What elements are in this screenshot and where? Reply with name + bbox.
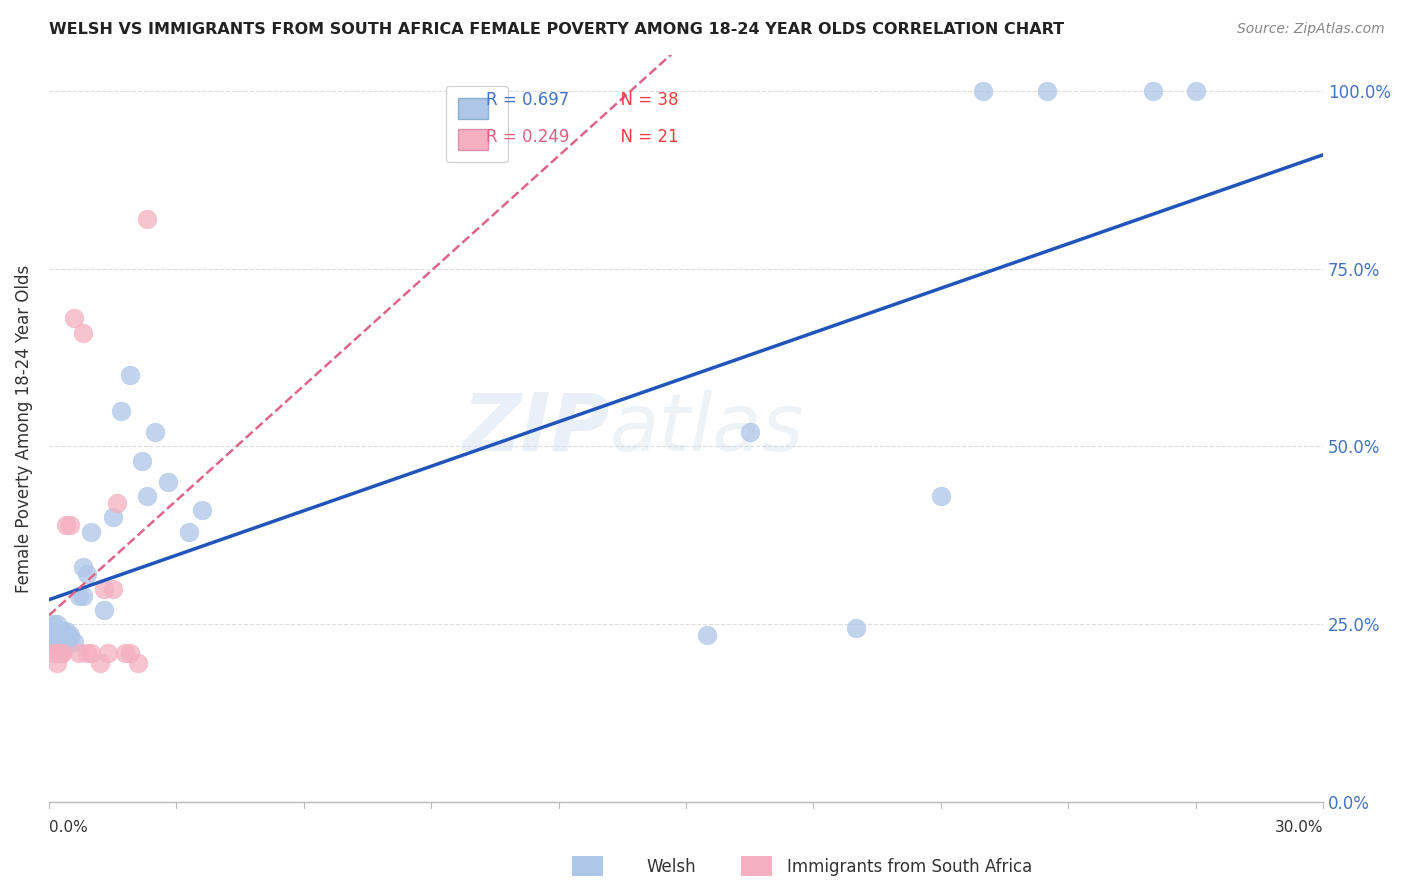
Point [135, 489, 157, 503]
Point [118, 646, 141, 660]
Point [42, 632, 65, 646]
Point [101, 582, 124, 596]
Point [55, 517, 77, 532]
Text: N = 38: N = 38 [610, 91, 678, 109]
Point [51, 642, 73, 657]
Point [97, 646, 120, 660]
Point [46, 639, 69, 653]
Y-axis label: Female Poverty Among 18-24 Year Olds: Female Poverty Among 18-24 Year Olds [15, 264, 32, 592]
Text: N = 21: N = 21 [610, 128, 678, 146]
Text: 30.0%: 30.0% [1275, 820, 1323, 835]
Text: Source: ZipAtlas.com: Source: ZipAtlas.com [1237, 22, 1385, 37]
Point [110, 403, 132, 417]
Point [1142, 84, 1164, 98]
Text: R = 0.249: R = 0.249 [486, 128, 569, 146]
Point [738, 425, 761, 439]
Point [135, 211, 157, 226]
Point [1184, 84, 1206, 98]
Point [72, 589, 94, 603]
Point [76, 567, 98, 582]
Point [63, 311, 86, 326]
Point [42, 624, 65, 639]
Point [59, 632, 82, 646]
Point [51, 628, 73, 642]
Point [72, 560, 94, 574]
Point [929, 489, 952, 503]
Point [156, 475, 179, 489]
Point [89, 657, 111, 671]
Text: Immigrants from South Africa: Immigrants from South Africa [787, 858, 1032, 876]
Point [46, 657, 69, 671]
Text: atlas: atlas [610, 390, 804, 467]
Point [114, 646, 136, 660]
Point [59, 517, 82, 532]
Point [1036, 84, 1059, 98]
Point [55, 624, 77, 639]
Text: WELSH VS IMMIGRANTS FROM SOUTH AFRICA FEMALE POVERTY AMONG 18-24 YEAR OLDS CORRE: WELSH VS IMMIGRANTS FROM SOUTH AFRICA FE… [49, 22, 1064, 37]
Text: 0.0%: 0.0% [49, 820, 87, 835]
Text: Welsh: Welsh [647, 858, 696, 876]
Point [127, 657, 149, 671]
Point [696, 628, 718, 642]
Point [72, 326, 94, 340]
Legend: , : , [446, 86, 508, 162]
Point [67, 589, 90, 603]
Point [55, 628, 77, 642]
Point [59, 628, 82, 642]
Point [143, 425, 166, 439]
Point [46, 632, 69, 646]
Point [93, 582, 115, 596]
Text: ZIP: ZIP [463, 390, 610, 467]
Point [46, 617, 69, 632]
Point [101, 510, 124, 524]
Point [191, 503, 214, 517]
Point [55, 639, 77, 653]
Point [51, 646, 73, 660]
Point [972, 84, 994, 98]
Point [51, 624, 73, 639]
Point [67, 646, 90, 660]
Point [42, 617, 65, 632]
Point [63, 635, 86, 649]
Point [93, 603, 115, 617]
Point [105, 496, 128, 510]
Text: R = 0.697: R = 0.697 [486, 91, 569, 109]
Point [845, 621, 868, 635]
Point [118, 368, 141, 383]
Point [46, 646, 69, 660]
Point [76, 646, 98, 660]
Point [51, 646, 73, 660]
Point [131, 453, 153, 467]
Point [179, 524, 201, 539]
Point [80, 524, 103, 539]
Point [80, 646, 103, 660]
Point [42, 646, 65, 660]
